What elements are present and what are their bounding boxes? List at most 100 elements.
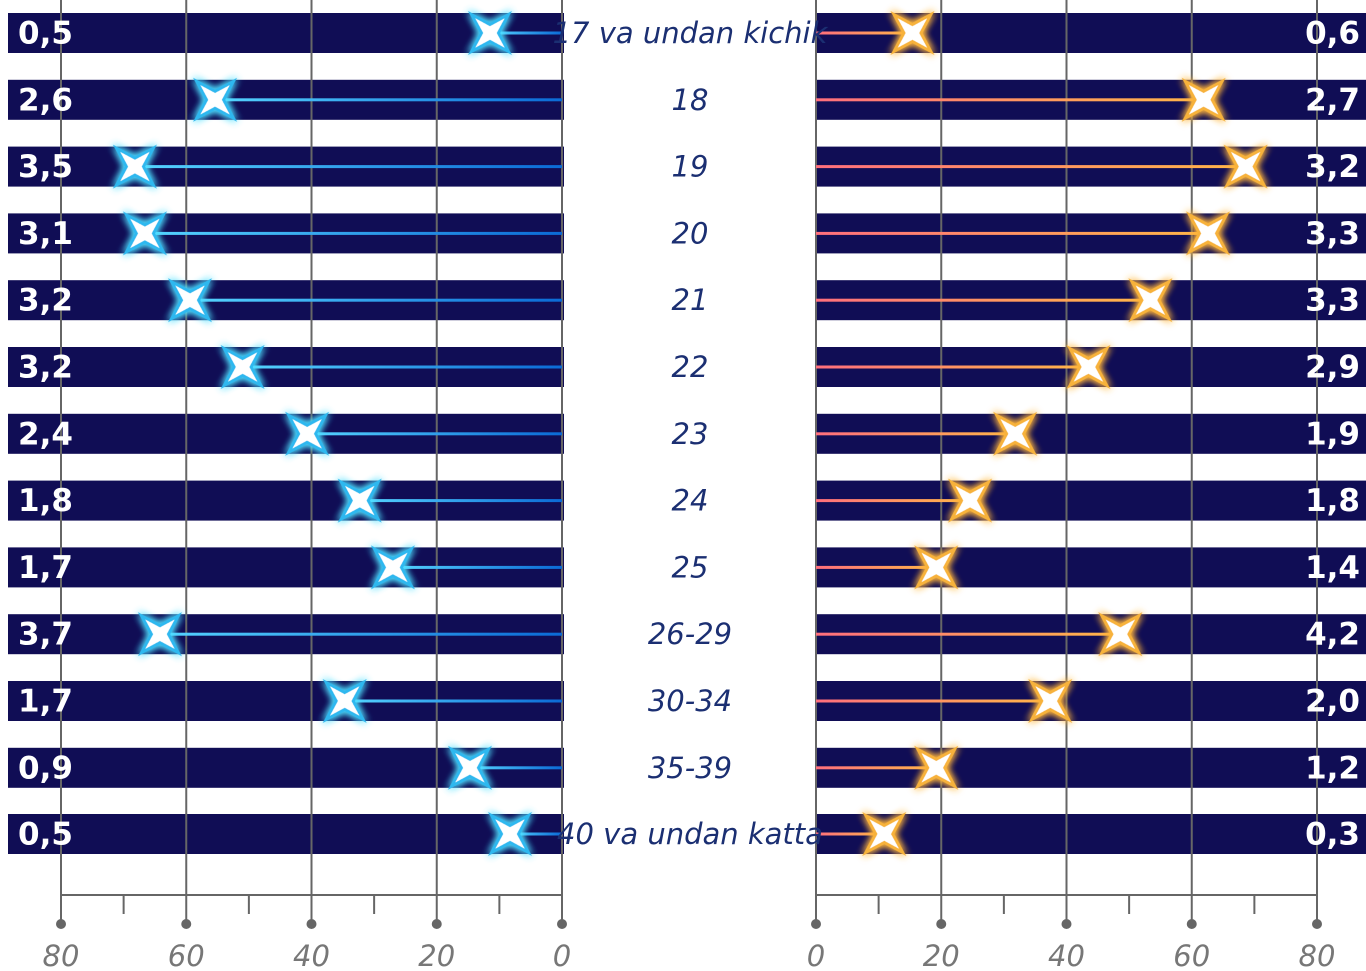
tick-dot [181, 919, 192, 929]
left-marker [220, 344, 265, 390]
right-marker [1098, 612, 1143, 657]
right-value-label: 1,8 [1305, 483, 1360, 519]
stem-line [489, 31, 562, 35]
right-value-label: 4,2 [1305, 617, 1360, 653]
stem-line [392, 565, 562, 569]
stem-line [144, 231, 563, 235]
row-bar [816, 814, 1366, 854]
x-tick-label: 80 [43, 939, 80, 971]
right-marker [1066, 344, 1111, 390]
stem-line [344, 699, 562, 703]
category-label: 22 [672, 350, 709, 384]
right-marker [890, 10, 935, 56]
right-value-label: 0,3 [1305, 817, 1360, 853]
left-value-label: 2,6 [18, 82, 73, 118]
left-marker [337, 478, 382, 523]
x-tick-label: 0 [807, 939, 825, 971]
right-marker [862, 811, 907, 857]
left-marker [370, 545, 415, 590]
right-marker [1028, 678, 1073, 724]
right-value-label: 1,4 [1305, 550, 1360, 586]
left-marker [122, 211, 167, 256]
left-marker [192, 77, 238, 122]
stem-line [816, 766, 937, 770]
left-value-label: 1,8 [18, 483, 73, 519]
stem-line [816, 365, 1089, 369]
left-value-label: 0,5 [18, 817, 73, 853]
tick-dot [557, 919, 567, 929]
stem-line [816, 632, 1121, 636]
right-marker [1223, 144, 1268, 189]
right-value-label: 1,2 [1305, 750, 1360, 786]
tick-dot [1186, 919, 1197, 929]
right-marker [914, 545, 959, 590]
left-value-label: 1,7 [18, 684, 73, 720]
right-marker [914, 745, 959, 790]
stem-line [816, 165, 1246, 169]
right-value-label: 3,2 [1305, 149, 1360, 185]
category-label: 19 [672, 150, 709, 184]
stem-line [816, 832, 885, 836]
left-value-label: 2,4 [18, 416, 73, 452]
stem-line [510, 832, 562, 836]
stem-line [816, 432, 1016, 436]
tick-dot [1312, 919, 1322, 929]
right-value-label: 3,3 [1305, 283, 1360, 319]
tick-dot [56, 919, 66, 929]
category-label: 23 [672, 417, 709, 451]
x-tick-label: 60 [1173, 939, 1210, 971]
right-value-label: 1,9 [1305, 416, 1360, 452]
left-value-label: 3,2 [18, 350, 73, 386]
category-label: 21 [672, 283, 709, 317]
x-tick-label: 40 [1048, 939, 1085, 971]
stem-line [816, 499, 971, 503]
stem-line [816, 98, 1204, 102]
tick-dot [306, 919, 317, 929]
stem-line [816, 31, 913, 35]
left-value-label: 0,5 [18, 16, 73, 52]
right-value-label: 0,6 [1305, 16, 1360, 52]
left-value-label: 1,7 [18, 550, 73, 586]
category-label: 25 [672, 550, 709, 584]
stem-line [816, 298, 1151, 302]
category-label: 17 va undan kichik [553, 16, 829, 50]
row-bar [8, 814, 564, 854]
stem-line [159, 632, 562, 636]
x-tick-label: 0 [553, 939, 571, 971]
stem-line [307, 432, 562, 436]
right-marker [1181, 77, 1226, 122]
category-label: 24 [672, 484, 709, 518]
left-value-label: 3,5 [18, 149, 73, 185]
stem-line [816, 231, 1209, 235]
left-value-label: 0,9 [18, 750, 73, 786]
stem-line [134, 165, 562, 169]
tick-dot [936, 919, 947, 929]
left-marker [447, 745, 493, 790]
stem-line [190, 298, 562, 302]
left-value-label: 3,2 [18, 283, 73, 319]
left-marker [467, 10, 513, 56]
right-marker [1185, 211, 1231, 256]
x-tick-label: 20 [418, 939, 455, 971]
stem-line [816, 565, 937, 569]
category-label: 20 [672, 216, 709, 250]
category-label: 30-34 [648, 684, 732, 718]
stem-line [359, 499, 562, 503]
left-marker [285, 411, 330, 456]
left-marker [137, 612, 183, 657]
left-marker [322, 678, 367, 724]
tick-dot [431, 919, 442, 929]
category-label: 40 va undan katta [557, 817, 823, 851]
tick-dot [811, 919, 821, 929]
right-value-label: 2,0 [1305, 684, 1360, 720]
left-marker [487, 811, 533, 857]
x-tick-label: 20 [923, 939, 960, 971]
category-label: 18 [672, 83, 709, 117]
left-value-label: 3,1 [18, 216, 73, 252]
stem-line [242, 365, 563, 369]
x-tick-label: 40 [293, 939, 330, 971]
left-value-label: 3,7 [18, 617, 73, 653]
right-marker [1128, 278, 1173, 323]
stem-line [816, 699, 1051, 703]
